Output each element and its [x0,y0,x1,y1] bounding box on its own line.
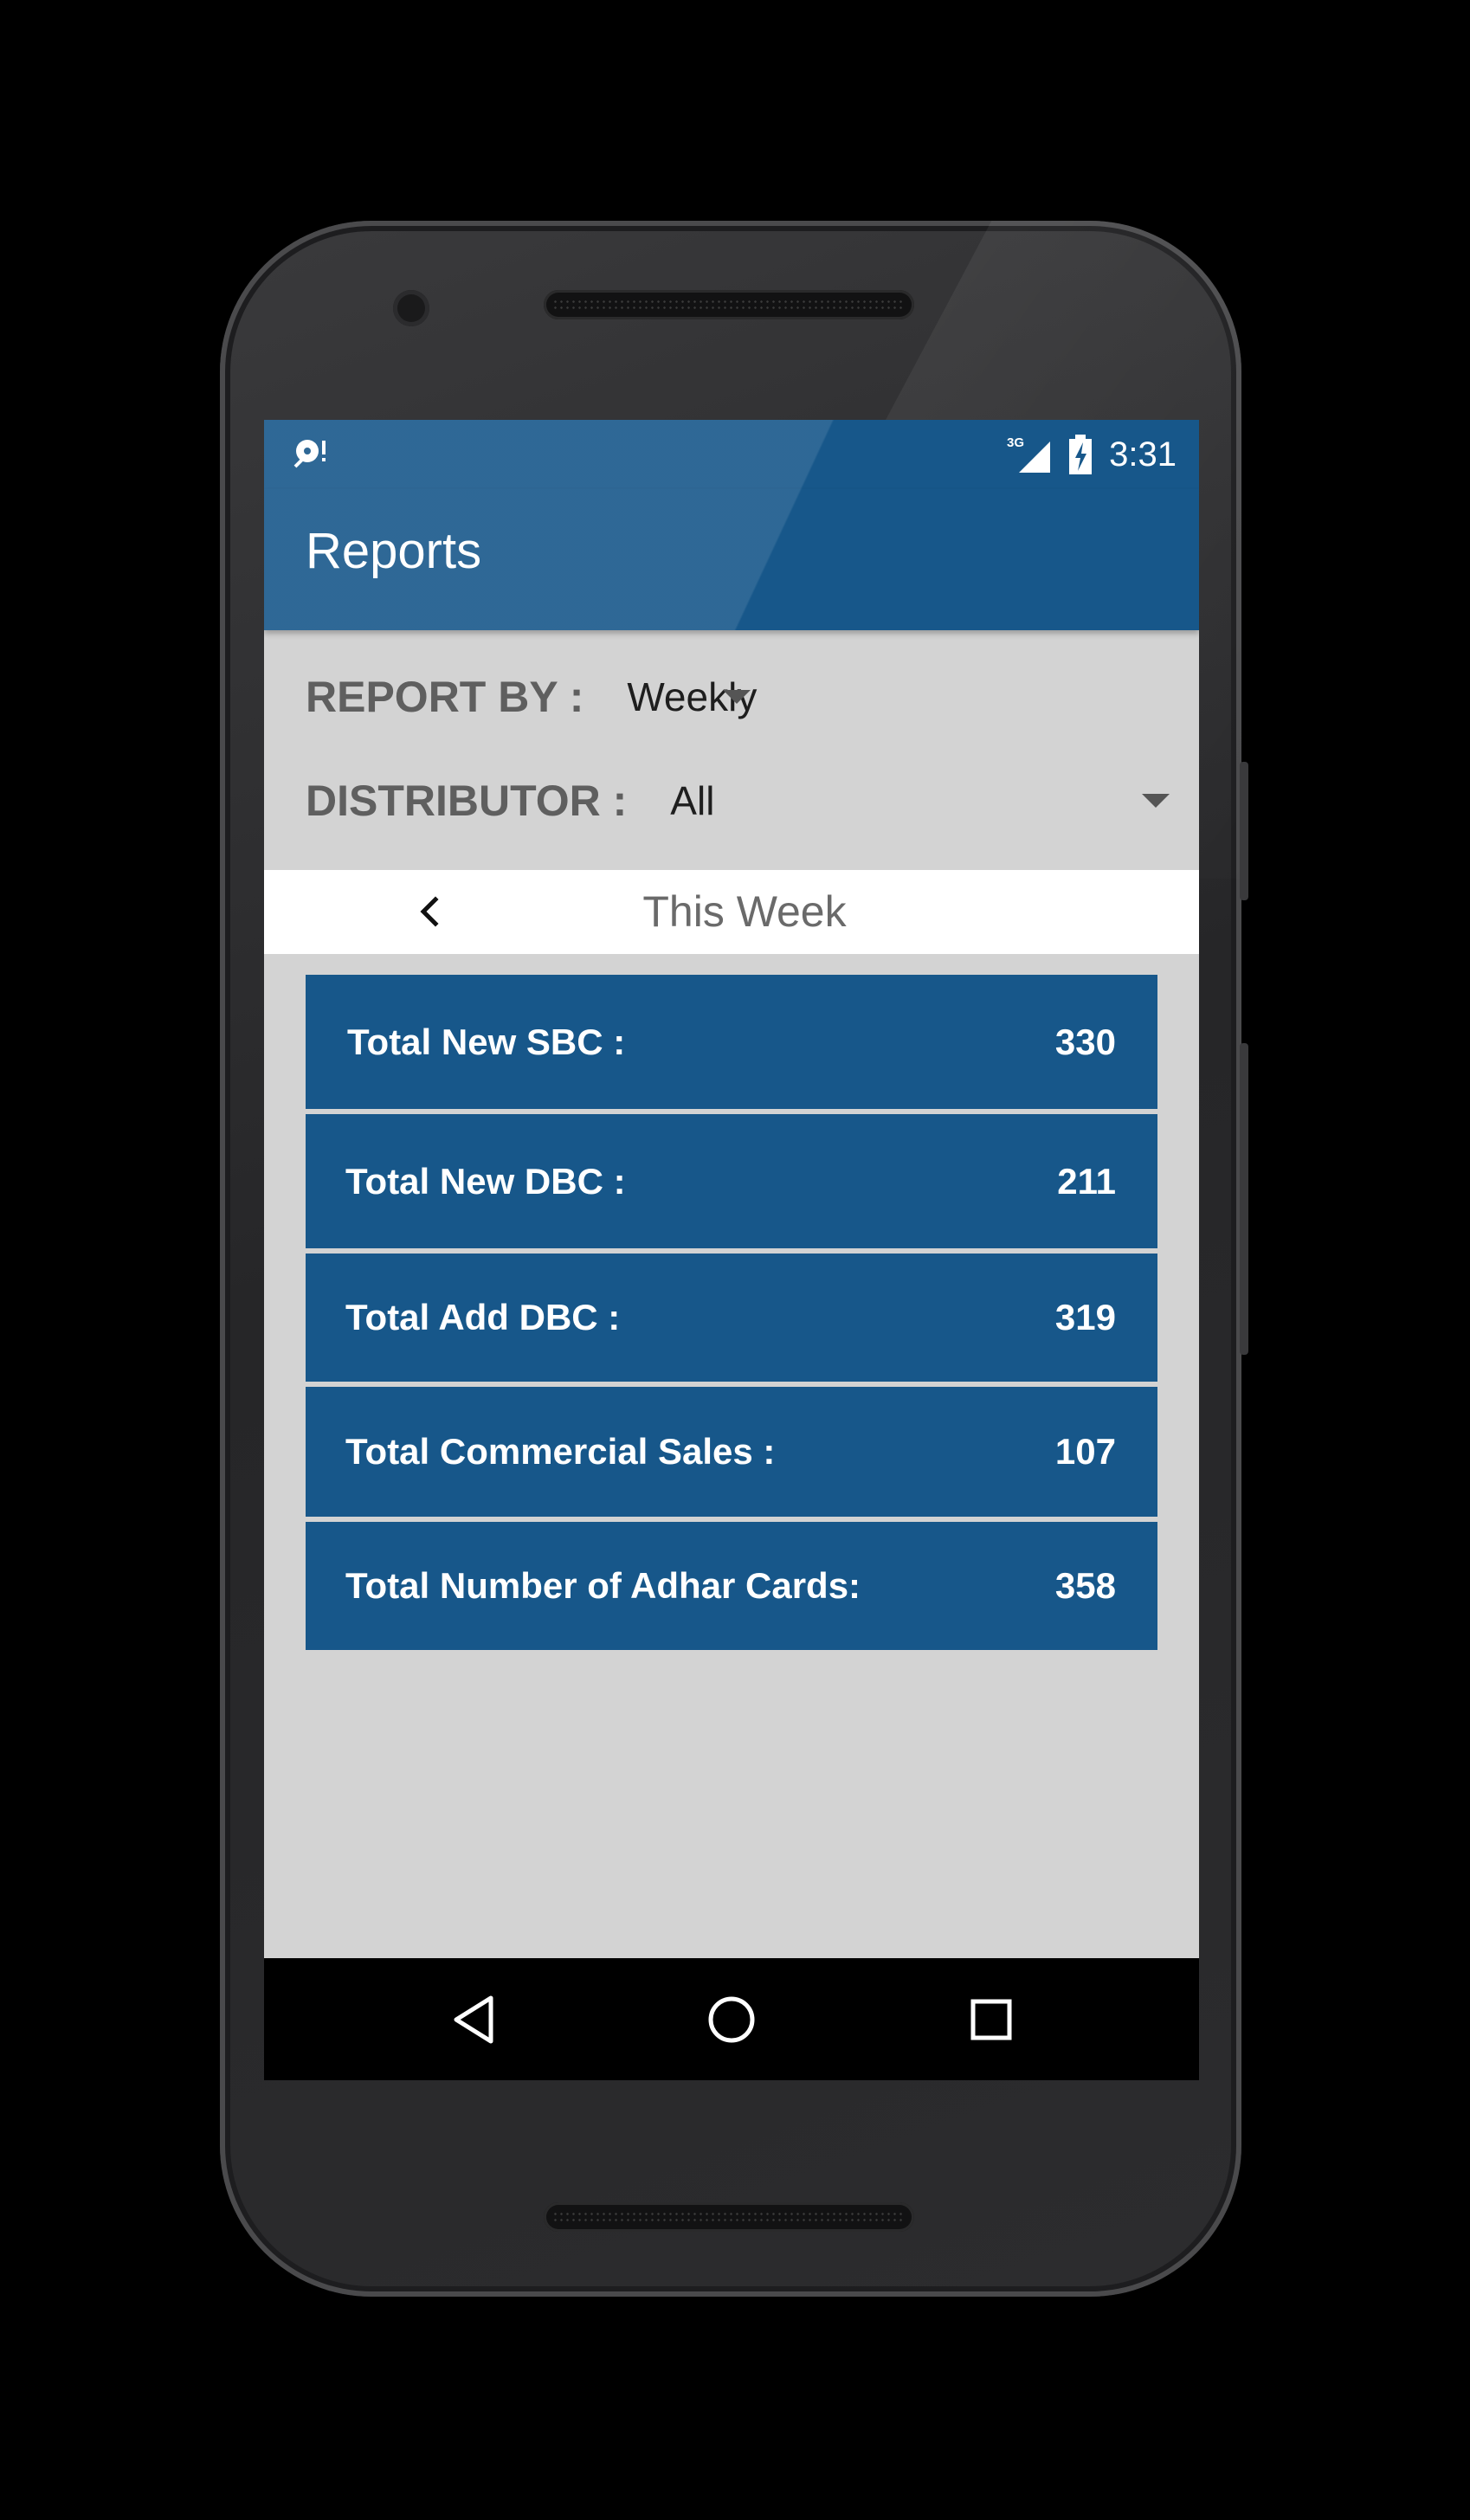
week-navigator: This Week [264,870,1199,954]
report-by-row: REPORT BY : Weekly [306,662,1171,732]
chevron-left-icon[interactable] [409,891,451,932]
stat-label: Total Commercial Sales : [345,1431,776,1472]
stat-label: Total New SBC : [347,1021,626,1062]
stat-value: 358 [1054,1565,1116,1606]
chevron-down-icon[interactable] [723,690,751,704]
screen: 3G 3:31 Reports REPORT BY : Weekly DISTR… [264,420,1199,2080]
system-nav-bar [264,1958,1199,2080]
stat-label: Total Add DBC : [345,1297,621,1337]
power-button [1240,762,1248,900]
stat-value: 330 [1054,1021,1116,1062]
back-triangle-icon[interactable] [446,1989,506,2050]
report-by-label: REPORT BY : [306,673,584,721]
chevron-down-icon[interactable] [1142,794,1170,808]
stat-row-adhar-cards: Total Number of Adhar Cards: 358 [306,1522,1157,1650]
stat-label: Total New DBC : [345,1160,626,1202]
distributor-label: DISTRIBUTOR : [306,777,628,825]
distributor-row: DISTRIBUTOR : All [306,766,1171,835]
stats-list: Total New SBC : 330 Total New DBC : 211 … [306,975,1157,1655]
status-icons: 3G 3:31 [1007,432,1177,477]
stat-row-commercial-sales: Total Commercial Sales : 107 [306,1387,1157,1517]
stat-value: 319 [1054,1297,1116,1337]
battery-charging-icon [1069,435,1093,474]
status-time: 3:31 [1109,435,1177,474]
stat-value: 211 [1057,1160,1116,1202]
top-speaker [544,290,914,319]
stat-row-new-dbc: Total New DBC : 211 [306,1114,1157,1248]
network-type-label: 3G [1007,435,1024,450]
status-bar: 3G 3:31 [264,420,1199,489]
signal-icon: 3G [1007,435,1051,473]
download-notification-icon [293,440,326,468]
front-camera [393,290,429,326]
period-label: This Week [642,887,847,936]
recents-square-icon[interactable] [961,1989,1022,2050]
volume-button [1240,1043,1248,1355]
stat-row-add-dbc: Total Add DBC : 319 [306,1254,1157,1382]
bottom-speaker [544,2202,914,2232]
stat-value: 107 [1054,1431,1116,1472]
page-title: Reports [306,523,482,579]
stat-label: Total Number of Adhar Cards: [345,1565,861,1606]
distributor-dropdown[interactable]: All [670,778,715,823]
app-bar [264,489,1199,630]
home-circle-icon[interactable] [701,1989,762,2050]
stat-row-new-sbc: Total New SBC : 330 [306,975,1157,1109]
